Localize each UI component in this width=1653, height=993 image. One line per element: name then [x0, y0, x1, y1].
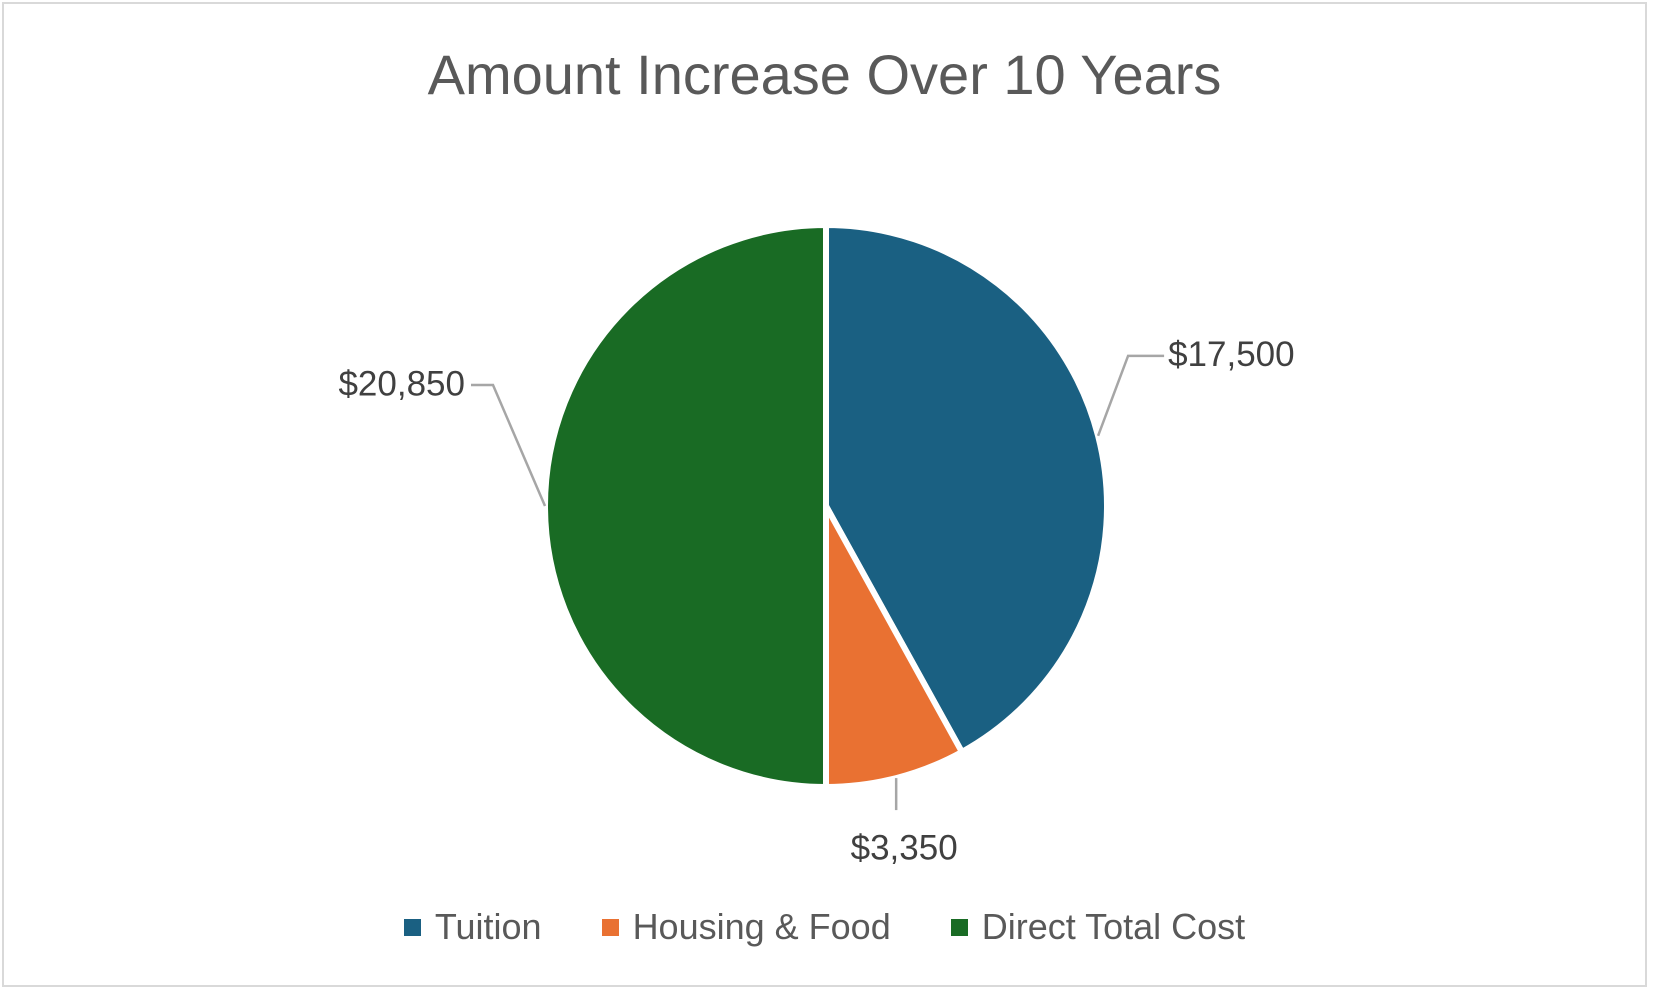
pie-chart: $17,500 $3,350 $20,850	[338, 221, 1295, 867]
data-label-tuition: $17,500	[1168, 335, 1295, 374]
legend-swatch-housing-food	[601, 918, 619, 936]
leader-line-direct-total-cost	[471, 383, 547, 507]
data-label-direct-total-cost: $20,850	[338, 364, 465, 403]
chart-title: Amount Increase Over 10 Years	[427, 43, 1222, 106]
legend-item-housing-food: Housing & Food	[601, 906, 891, 948]
leader-line-tuition	[1096, 354, 1165, 437]
legend-label-tuition: Tuition	[434, 906, 542, 947]
legend-swatch-tuition	[403, 918, 421, 936]
legend-item-direct-total-cost: Direct Total Cost	[950, 906, 1246, 948]
legend-label-direct-total-cost: Direct Total Cost	[981, 906, 1246, 947]
legend-label-housing-food: Housing & Food	[632, 906, 891, 947]
chart-legend: Tuition Housing & Food Direct Total Cost	[4, 906, 1645, 948]
pie-slice-direct-total-cost	[542, 221, 829, 791]
legend-swatch-direct-total-cost	[950, 918, 968, 936]
legend-item-tuition: Tuition	[403, 906, 542, 948]
pie-slice-housing-food	[823, 504, 966, 791]
data-label-housing-food: $3,350	[851, 828, 958, 867]
